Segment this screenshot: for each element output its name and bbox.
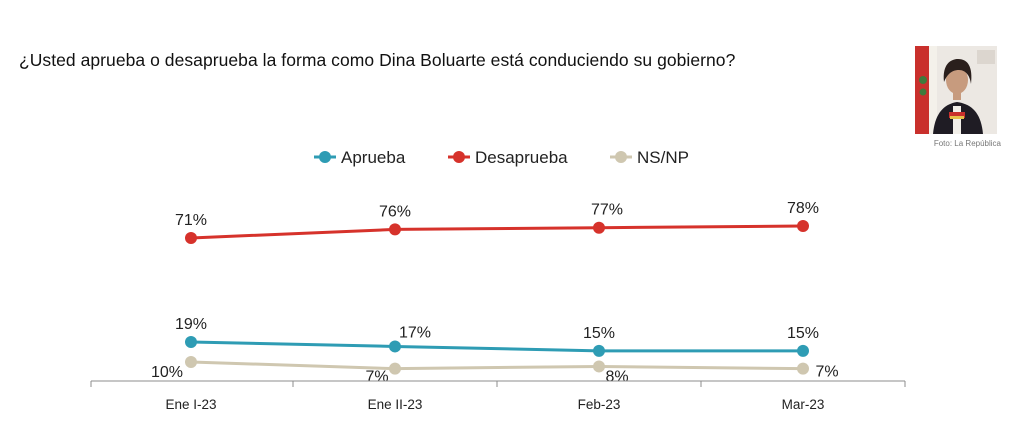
x-axis: Ene I-23 Ene II-23 Feb-23 Mar-23	[90, 380, 906, 412]
legend-marker-ns-np	[615, 151, 627, 163]
point-desaprueba-2	[389, 223, 401, 236]
legend-label-desaprueba: Desaprueba	[475, 148, 568, 167]
photo-credit: Foto: La República	[933, 139, 1001, 148]
portrait-photo	[915, 46, 997, 134]
series-line-aprueba	[190, 340, 803, 353]
data-label-desaprueba-3: 77%	[591, 202, 623, 219]
point-ns-np-3	[593, 360, 605, 373]
chart-series: 10% 7% 8% 7% 19% 17% 15% 15% 71% 76% 77% 78%	[151, 200, 839, 386]
legend-marker-desaprueba	[453, 151, 465, 163]
data-label-aprueba-3: 15%	[583, 325, 615, 342]
data-label-ns-np-3: 8%	[605, 368, 628, 385]
legend-item-aprueba: Aprueba	[314, 148, 406, 167]
data-label-aprueba-1: 19%	[175, 316, 207, 333]
point-ns-np-4	[797, 362, 809, 375]
chart-legend: Aprueba Desaprueba NS/NP	[314, 148, 689, 167]
point-aprueba-1	[185, 336, 197, 348]
point-desaprueba-3	[593, 221, 605, 234]
data-label-aprueba-2: 17%	[399, 324, 431, 341]
data-label-desaprueba-4: 78%	[787, 200, 819, 217]
series-desaprueba: 71% 76% 77% 78%	[175, 200, 819, 244]
question-title: ¿Usted aprueba o desaprueba la forma com…	[19, 50, 736, 70]
data-label-aprueba-4: 15%	[787, 325, 819, 342]
series-line-desaprueba	[190, 224, 804, 240]
legend-label-ns-np: NS/NP	[637, 148, 689, 167]
data-label-ns-np-1: 10%	[151, 364, 183, 381]
x-tick-label-2: Ene II-23	[368, 397, 423, 412]
point-aprueba-2	[389, 340, 401, 353]
point-aprueba-4	[797, 344, 809, 357]
data-label-ns-np-2: 7%	[365, 369, 388, 386]
legend-item-ns-np: NS/NP	[610, 148, 689, 167]
series-aprueba: 19% 17% 15% 15%	[175, 316, 819, 357]
x-tick-label-3: Feb-23	[578, 397, 621, 412]
point-ns-np-2	[389, 362, 401, 375]
point-aprueba-3	[593, 344, 605, 357]
point-desaprueba-1	[185, 232, 197, 244]
x-tick-label-4: Mar-23	[782, 397, 825, 412]
data-label-desaprueba-1: 71%	[175, 212, 207, 229]
data-label-ns-np-4: 7%	[815, 364, 838, 381]
portrait-image	[915, 46, 997, 134]
series-ns-np: 10% 7% 8% 7%	[151, 356, 839, 386]
point-desaprueba-4	[797, 220, 809, 232]
x-tick-label-1: Ene I-23	[165, 397, 216, 412]
legend-marker-aprueba	[319, 151, 331, 163]
legend-item-desaprueba: Desaprueba	[448, 148, 568, 167]
point-ns-np-1	[185, 356, 197, 368]
legend-label-aprueba: Aprueba	[341, 148, 406, 167]
series-line-ns-np	[190, 360, 804, 371]
data-label-desaprueba-2: 76%	[379, 203, 411, 220]
